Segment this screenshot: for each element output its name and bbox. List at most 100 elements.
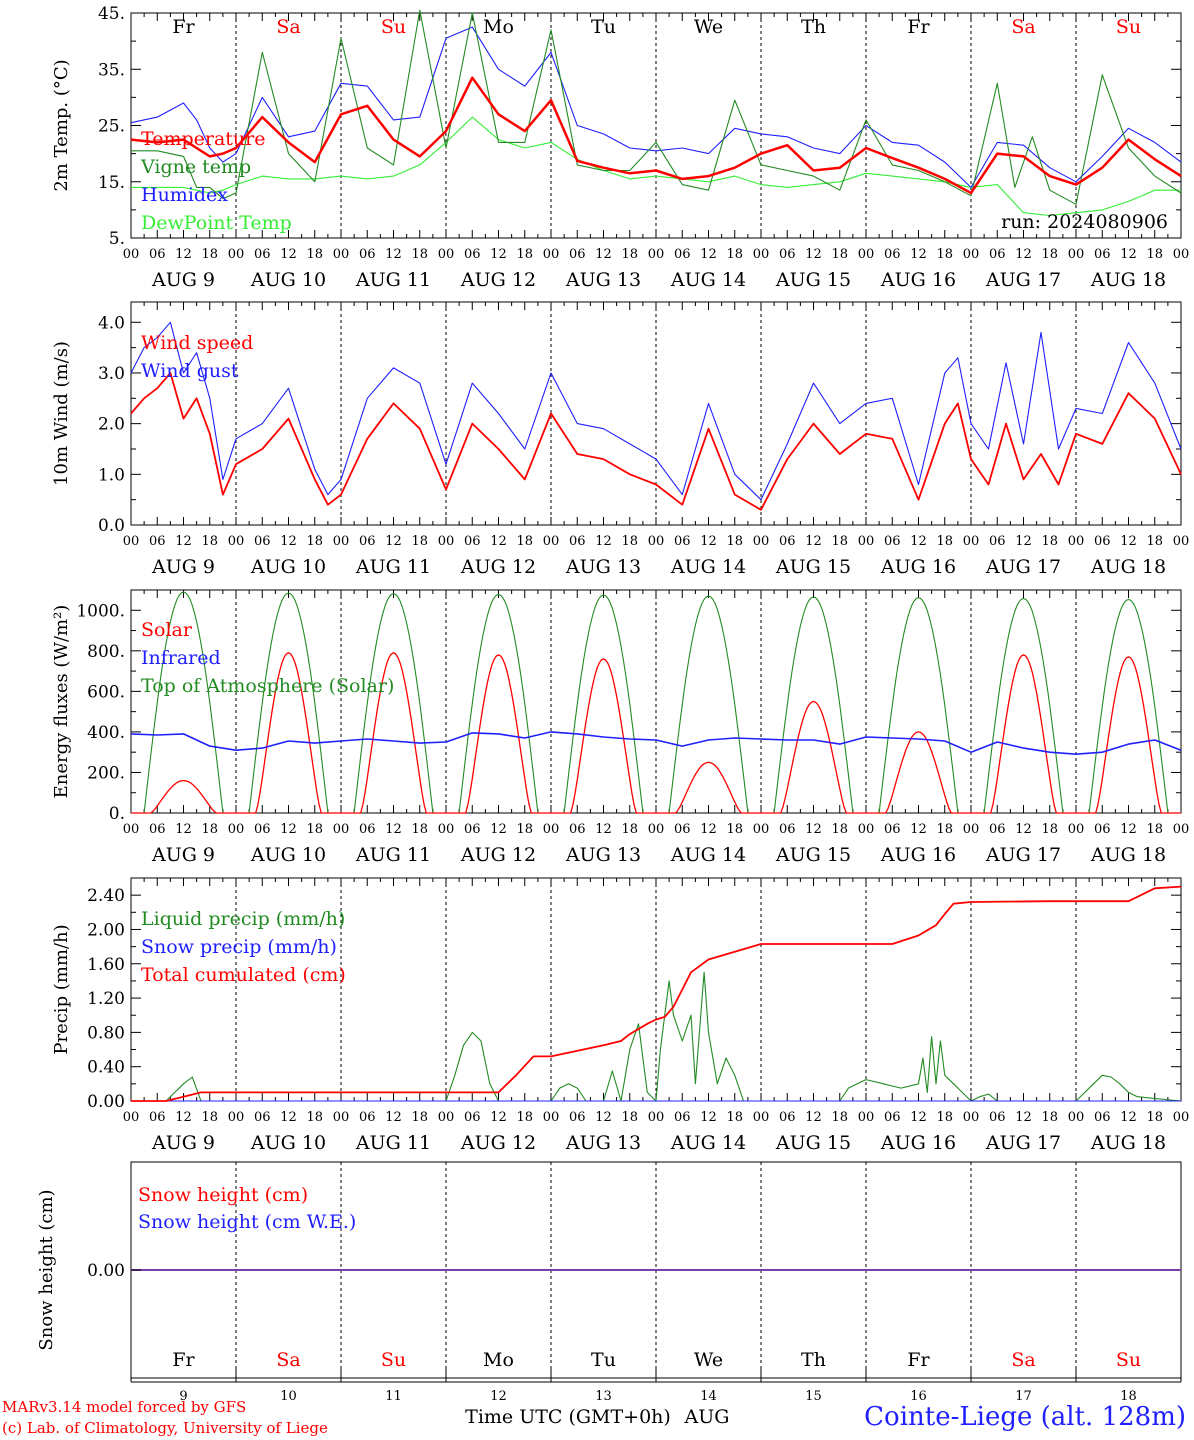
precip-hour-label: 00 (333, 1110, 350, 1125)
wind-hour-label: 18 (621, 534, 638, 549)
precip-y-tick-label: 2.40 (87, 886, 125, 906)
wind-hour-label: 00 (648, 534, 665, 549)
energy-hour-label: 06 (674, 822, 691, 837)
precip-hour-label: 12 (280, 1110, 297, 1125)
energy-hour-label: 00 (123, 822, 140, 837)
precip-hour-label: 06 (989, 1110, 1006, 1125)
energy-hour-label: 00 (648, 822, 665, 837)
wind-legend-entry: Wind gust (141, 360, 239, 382)
wind-hour-label: 00 (123, 534, 140, 549)
precip-hour-label: 12 (175, 1110, 192, 1125)
wind-hour-label: 00 (438, 534, 455, 549)
temp-series-line (131, 9, 1182, 205)
month-label: AUG (684, 1406, 730, 1428)
temp-weekday-label: Fr (907, 16, 930, 38)
energy-hour-label: 06 (359, 822, 376, 837)
precip-hour-label: 00 (963, 1110, 980, 1125)
precip-hour-label: 06 (464, 1110, 481, 1125)
precip-hour-label: 06 (254, 1110, 271, 1125)
temp-day-label: AUG 15 (775, 269, 851, 291)
temp-day-label: AUG 9 (151, 269, 215, 291)
energy-y-tick-label: 200. (87, 763, 125, 783)
energy-hour-label: 00 (543, 822, 560, 837)
temp-day-label: AUG 10 (250, 269, 326, 291)
temp-hour-label: 06 (569, 247, 586, 262)
energy-infrared-line (130, 731, 1182, 755)
day-number-label: 16 (910, 1389, 927, 1404)
energy-y-tick-label: 400. (87, 723, 125, 743)
energy-hour-label: 18 (411, 822, 428, 837)
precip-day-label: AUG 12 (460, 1132, 536, 1154)
energy-legend-entry: Solar (141, 619, 193, 641)
temperature-legend-entry: Vigne temp (140, 156, 251, 178)
temp-day-label: AUG 14 (670, 269, 746, 291)
wind-hour-label: 18 (306, 534, 323, 549)
precip-hour-label: 12 (1120, 1110, 1137, 1125)
wind-day-label: AUG 17 (985, 556, 1061, 578)
temp-hour-label: 06 (989, 247, 1006, 262)
temp-hour-label: 06 (884, 247, 901, 262)
day-number-label: 9 (179, 1389, 187, 1404)
temperature-legend-entry: Humidex (141, 184, 228, 206)
temp-hour-label: 06 (149, 247, 166, 262)
wind-hour-label: 18 (201, 534, 218, 549)
wind-hour-label: 12 (280, 534, 297, 549)
precip-y-tick-label: 1.60 (87, 955, 125, 975)
temp-weekday-label: Mo (483, 16, 514, 38)
wind-y-tick-label: 0.0 (98, 516, 125, 536)
temp-day-label: AUG 11 (355, 269, 431, 291)
x-axis-label: Time UTC (GMT+0h) (465, 1406, 671, 1428)
energy-hour-label: 18 (201, 822, 218, 837)
snow-legend-entry: Snow height (cm W.E.) (138, 1211, 356, 1233)
precip-hour-label: 18 (621, 1110, 638, 1125)
energy-hour-label: 18 (516, 822, 533, 837)
wind-hour-label: 12 (700, 534, 717, 549)
wind-hour-label: 06 (1094, 534, 1111, 549)
temp-hour-label: 18 (1041, 247, 1058, 262)
precip-series-line (131, 971, 1182, 1102)
model-credit: MARv3.14 model forced by GFS (2, 1398, 247, 1416)
energy-hour-label: 12 (910, 822, 927, 837)
snow-weekday-label: Th (801, 1349, 826, 1371)
precip-hour-label: 06 (674, 1110, 691, 1125)
temp-weekday-label: Sa (276, 16, 300, 38)
temp-hour-label: 00 (858, 247, 875, 262)
temperature-legend-entry: DewPoint Temp (141, 212, 292, 234)
wind-hour-label: 06 (359, 534, 376, 549)
wind-hour-label: 18 (936, 534, 953, 549)
precip-hour-label: 00 (1173, 1110, 1190, 1125)
wind-hour-label: 00 (963, 534, 980, 549)
temp-series-line (131, 116, 1181, 217)
wind-y-tick-label: 2.0 (98, 415, 125, 435)
energy-hour-label: 12 (175, 822, 192, 837)
wind-day-label: AUG 15 (775, 556, 851, 578)
snow-weekday-label: Tu (591, 1349, 616, 1371)
wind-hour-label: 06 (779, 534, 796, 549)
wind-hour-label: 06 (254, 534, 271, 549)
temp-weekday-label: We (694, 16, 723, 38)
wind-y-tick-label: 4.0 (98, 313, 125, 333)
energy-hour-label: 06 (149, 822, 166, 837)
temp-weekday-label: Tu (591, 16, 616, 38)
temp-hour-label: 06 (779, 247, 796, 262)
wind-hour-label: 12 (490, 534, 507, 549)
wind-legend-entry: Wind speed (141, 332, 253, 354)
snow-legend-entry: Snow height (cm) (138, 1184, 308, 1206)
precip-y-tick-label: 0.40 (87, 1058, 125, 1078)
precip-hour-label: 06 (359, 1110, 376, 1125)
energy-y-axis-label: Energy fluxes (W/m²) (51, 605, 72, 799)
temp-hour-label: 18 (936, 247, 953, 262)
station-label: Cointe-Liege (alt. 128m) (864, 1402, 1186, 1432)
precip-hour-label: 12 (595, 1110, 612, 1125)
day-number-label: 13 (595, 1389, 612, 1404)
energy-day-label: AUG 9 (151, 844, 215, 866)
precip-legend-entry: Snow precip (mm/h) (141, 936, 337, 958)
wind-hour-label: 12 (1120, 534, 1137, 549)
precip-hour-label: 12 (910, 1110, 927, 1125)
wind-day-label: AUG 13 (565, 556, 641, 578)
temperature-y-tick-label: 45. (98, 4, 125, 24)
wind-series-line (130, 321, 1182, 501)
temp-hour-label: 06 (1094, 247, 1111, 262)
temp-hour-label: 18 (726, 247, 743, 262)
energy-hour-label: 06 (464, 822, 481, 837)
